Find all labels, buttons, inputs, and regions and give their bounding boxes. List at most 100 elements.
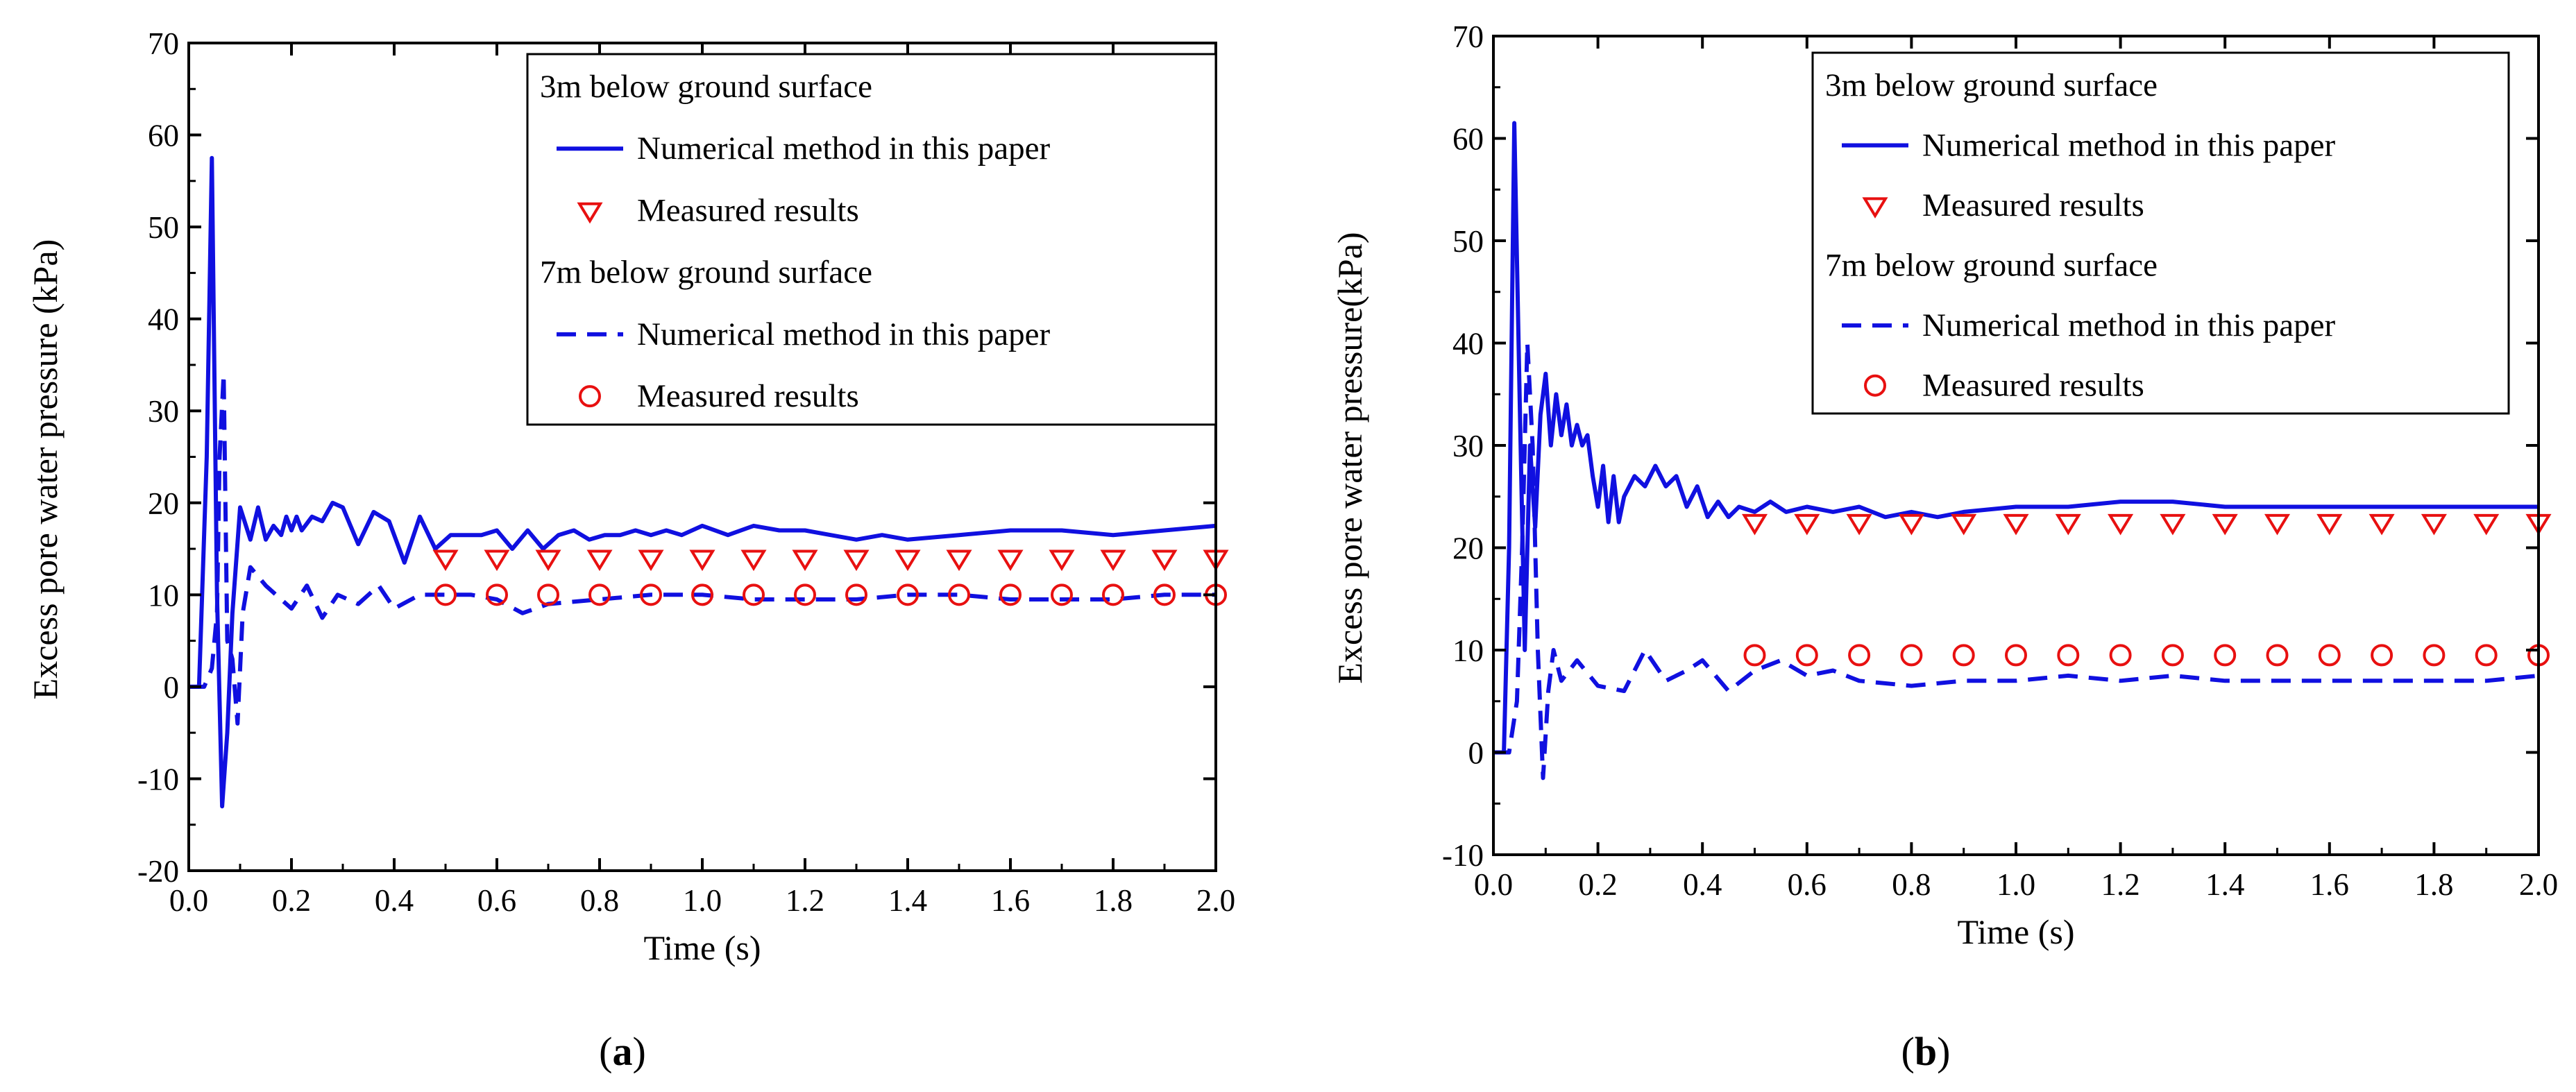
- legend-entry-label: Measured results: [637, 192, 859, 228]
- y-tick-label: -20: [137, 854, 179, 889]
- data-point-7m-measured: [434, 583, 457, 606]
- y-tick-label: 70: [1452, 19, 1484, 54]
- data-point-3m-measured: [740, 549, 767, 572]
- x-tick-label: 1.6: [2310, 867, 2349, 902]
- legend-group-title: 7m below ground surface: [1825, 248, 2158, 284]
- legend-box: [526, 53, 1217, 426]
- x-tick-label: 0.4: [1683, 867, 1722, 902]
- x-tick-label: 1.0: [1997, 867, 2035, 902]
- data-point-3m-measured: [484, 549, 510, 572]
- data-point-7m-measured: [2318, 644, 2341, 667]
- legend-marker-circle: [579, 385, 601, 408]
- legend-group-title: 7m below ground surface: [540, 255, 872, 291]
- x-tick-label: 0.0: [169, 883, 208, 918]
- data-point-3m-measured: [586, 549, 613, 572]
- y-tick-label: 20: [1452, 531, 1484, 566]
- y-tick-label: 70: [148, 26, 179, 61]
- data-point-7m-measured: [1848, 644, 1871, 667]
- y-tick-label: 40: [1452, 327, 1484, 361]
- data-point-7m-measured: [1153, 583, 1176, 606]
- data-point-7m-measured: [2475, 644, 2498, 667]
- series-line-7m: [1493, 341, 2539, 780]
- data-point-3m-measured: [2421, 513, 2447, 536]
- legend-entry-label: Measured results: [1922, 187, 2144, 223]
- data-point-3m-measured: [997, 549, 1024, 572]
- y-tick-label: 0: [164, 670, 180, 705]
- data-point-7m-measured: [2109, 644, 2132, 667]
- data-point-7m-measured: [1051, 583, 1073, 606]
- chart-panel-a: 0.0 0.2 0.4 0.6 0.8 1.0 1.2 1.4 1.6 1.8 2.0 -20 -10 0…: [26, 26, 1235, 1074]
- legend: 3m below ground surface Numerical method …: [526, 53, 1217, 426]
- x-tick-label: 1.8: [2414, 867, 2453, 902]
- legend-entry-label: Measured results: [637, 378, 859, 414]
- panel-label: (a): [599, 1029, 646, 1074]
- data-point-7m-measured: [948, 583, 970, 606]
- series-line-7m: [189, 372, 1216, 726]
- data-point-3m-measured: [2369, 513, 2395, 536]
- data-point-7m-measured: [743, 583, 765, 606]
- data-point-3m-measured: [2473, 513, 2500, 536]
- series-line-3m: [1493, 121, 2539, 755]
- y-tick-label: 20: [148, 486, 179, 521]
- data-point-7m-measured: [2161, 644, 2184, 667]
- legend-entry-label: Numerical method in this paper: [1922, 128, 2336, 164]
- data-point-7m-measured: [1102, 583, 1124, 606]
- data-point-7m-measured: [2005, 644, 2027, 667]
- data-point-3m-measured: [2212, 513, 2238, 536]
- data-point-3m-measured: [689, 549, 715, 572]
- data-point-7m-measured: [2266, 644, 2289, 667]
- y-tick-label: 50: [148, 210, 179, 245]
- data-point-3m-measured: [2160, 513, 2186, 536]
- y-tick-label: 60: [148, 119, 179, 153]
- data-point-7m-measured: [2423, 644, 2446, 667]
- legend-group-title: 3m below ground surface: [540, 69, 872, 105]
- y-tick-label: 30: [1452, 429, 1484, 463]
- legend-box: [1811, 51, 2510, 415]
- legend-group-title: 3m below ground surface: [1825, 67, 2158, 103]
- y-tick-label: 60: [1452, 122, 1484, 157]
- data-point-7m-measured: [588, 583, 611, 606]
- x-tick-label: 0.6: [1788, 867, 1827, 902]
- x-tick-label: 2.0: [1196, 883, 1235, 918]
- y-tick-label: 10: [1452, 633, 1484, 668]
- x-tick-label: 1.2: [2101, 867, 2139, 902]
- data-point-3m-measured: [792, 549, 818, 572]
- series-group: [189, 155, 1216, 809]
- data-point-3m-measured: [1951, 513, 1977, 536]
- data-point-7m-measured: [640, 583, 662, 606]
- x-tick-label: 2.0: [2519, 867, 2558, 902]
- legend-marker-circle: [1864, 374, 1886, 397]
- legend-marker-triangle: [1862, 197, 1888, 219]
- data-point-7m-measured: [537, 583, 559, 606]
- x-tick-label: 0.2: [272, 883, 311, 918]
- y-tick-label: -10: [137, 762, 179, 796]
- data-point-3m-measured: [1898, 513, 1924, 536]
- data-point-3m-measured: [895, 549, 921, 572]
- data-point-3m-measured: [1049, 549, 1075, 572]
- legend-entry-label: Numerical method in this paper: [637, 316, 1051, 352]
- data-point-7m-measured: [486, 583, 508, 606]
- x-axis-label: Time (s): [1957, 912, 2074, 951]
- y-tick-label: 30: [148, 394, 179, 429]
- data-point-7m-measured: [1743, 644, 1766, 667]
- data-point-7m-measured: [1952, 644, 1975, 667]
- x-tick-label: 1.6: [991, 883, 1030, 918]
- data-point-3m-measured: [1100, 549, 1126, 572]
- x-axis-label: Time (s): [643, 928, 761, 967]
- data-point-7m-measured: [999, 583, 1022, 606]
- x-tick-label: 0.8: [580, 883, 619, 918]
- series-group: [1493, 121, 2539, 780]
- x-tick-label: 0.6: [477, 883, 516, 918]
- x-tick-label: 0.0: [1474, 867, 1513, 902]
- data-point-3m-measured: [2316, 513, 2343, 536]
- x-tick-label: 0.4: [375, 883, 414, 918]
- panel-label: (b): [1901, 1029, 1951, 1074]
- x-tick-label: 1.4: [2205, 867, 2244, 902]
- data-point-7m-measured: [2214, 644, 2237, 667]
- legend-entry-label: Numerical method in this paper: [1922, 307, 2336, 343]
- data-point-3m-measured: [843, 549, 870, 572]
- data-point-3m-measured: [1741, 513, 1768, 536]
- chart-panel-b: 0.0 0.2 0.4 0.6 0.8 1.0 1.2 1.4 1.6 1.8 2.0 -10 0 10 2…: [1330, 19, 2558, 1074]
- x-tick-label: 1.4: [888, 883, 927, 918]
